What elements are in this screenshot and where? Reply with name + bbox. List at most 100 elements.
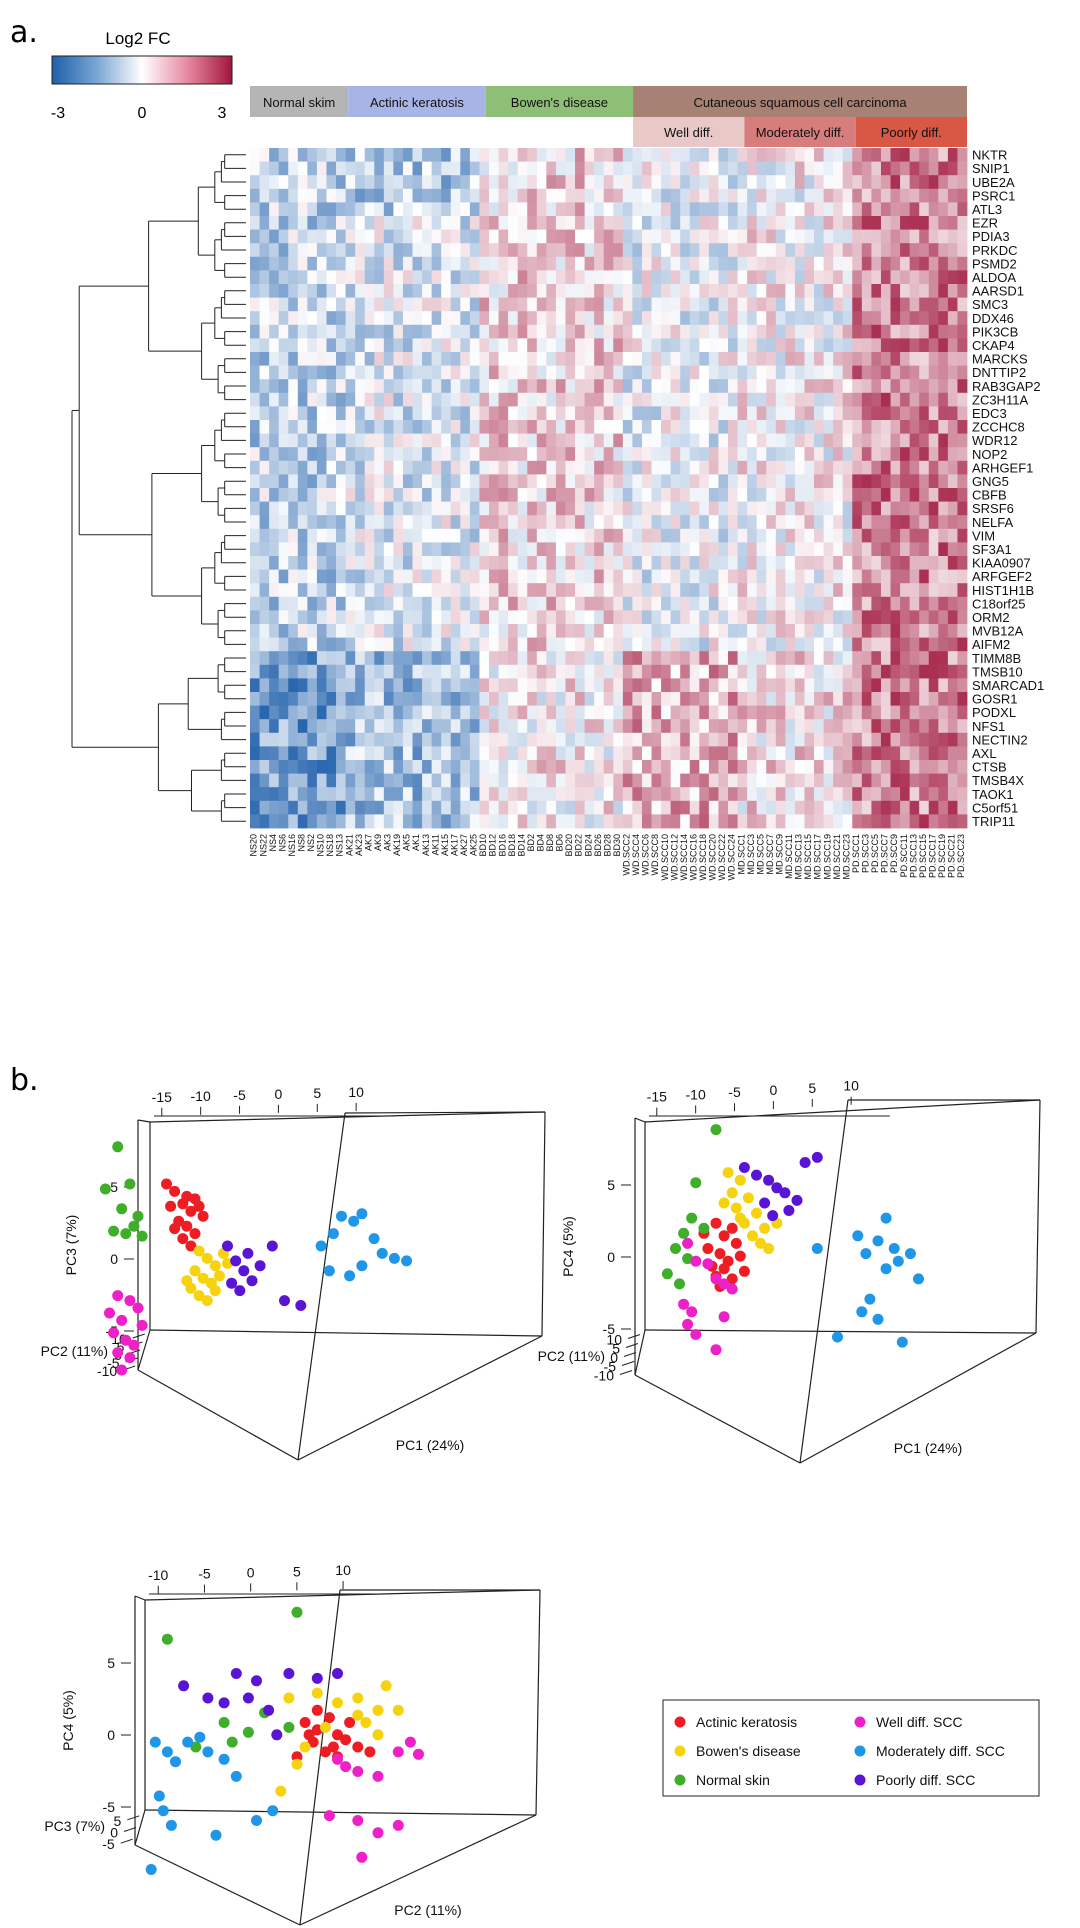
heatmap-cell — [728, 365, 738, 380]
heatmap-cell — [890, 542, 901, 557]
heatmap-cell — [919, 392, 930, 407]
heatmap-cell — [250, 148, 260, 162]
heatmap-cell — [823, 528, 834, 543]
heatmap-cell — [861, 664, 872, 679]
heatmap-cell — [450, 474, 461, 489]
heatmap-cell — [316, 773, 327, 788]
point-well-diff-scc — [136, 1319, 148, 1331]
point-moderately-diff-scc — [888, 1243, 900, 1254]
heatmap-cell — [871, 474, 882, 489]
heatmap-cell — [928, 406, 939, 421]
heatmap-cell — [670, 175, 681, 190]
heatmap-cell — [794, 610, 805, 625]
heatmap-cell — [565, 460, 576, 475]
heatmap-cell — [517, 297, 528, 312]
sample-label: BD8 — [545, 834, 555, 852]
heatmap-cell — [794, 651, 805, 666]
heatmap-cell — [307, 528, 318, 543]
heatmap-cell — [728, 229, 738, 244]
heatmap-cell — [536, 447, 547, 462]
heatmap-cell — [479, 474, 490, 489]
heatmap-cell — [622, 474, 633, 489]
heatmap-cell — [316, 270, 327, 285]
heatmap-cell — [316, 732, 327, 747]
heatmap-cell — [555, 542, 566, 557]
heatmap-cell — [613, 406, 624, 421]
heatmap-cell — [517, 202, 528, 217]
heatmap-cell — [871, 188, 882, 203]
heatmap-cell — [479, 365, 490, 380]
heatmap-cell — [326, 583, 337, 598]
heatmap-cell — [632, 515, 643, 530]
heatmap-cell — [603, 284, 614, 298]
heatmap-cell — [823, 719, 834, 734]
heatmap-cell — [517, 746, 528, 761]
heatmap-cell — [374, 256, 385, 271]
heatmap-cell — [871, 161, 882, 176]
heatmap-cell — [852, 420, 863, 434]
heatmap-cell — [823, 392, 834, 407]
heatmap-cell — [823, 161, 834, 176]
heatmap-cell — [316, 175, 327, 190]
heatmap-cell — [756, 474, 767, 489]
heatmap-cell — [336, 148, 346, 162]
heatmap-cell — [498, 474, 509, 489]
heatmap-cell — [842, 692, 853, 706]
heatmap-cell — [383, 188, 394, 203]
heatmap-cell — [336, 583, 346, 598]
heatmap-cell — [622, 420, 633, 434]
heatmap-cell — [594, 678, 605, 693]
heatmap-cell — [641, 773, 652, 788]
heatmap-cell — [269, 501, 280, 516]
heatmap-cell — [584, 365, 595, 380]
depth-tick-label: 0 — [610, 1350, 618, 1366]
heatmap-cell — [708, 379, 719, 394]
heatmap-cell — [947, 202, 958, 217]
heatmap-cell — [794, 148, 805, 162]
heatmap-cell — [871, 760, 882, 774]
heatmap-cell — [833, 175, 844, 190]
heatmap-cell — [259, 556, 270, 570]
point-bowen-s-disease — [291, 1758, 303, 1770]
point-poorly-diff-scc — [222, 1240, 233, 1252]
heatmap-cell — [680, 216, 691, 230]
heatmap-cell — [775, 175, 786, 190]
heatmap-cell — [316, 365, 327, 380]
heatmap-cell — [336, 528, 346, 543]
heatmap-cell — [575, 161, 585, 176]
heatmap-cell — [766, 460, 777, 475]
heatmap-cell — [833, 161, 844, 176]
heatmap-cell — [871, 732, 882, 747]
heatmap-cell — [326, 651, 337, 666]
heatmap-cell — [364, 664, 375, 679]
heatmap-cell — [880, 297, 891, 312]
heatmap-cell — [890, 161, 901, 176]
depth-tick-label: 10 — [606, 1332, 622, 1348]
heatmap-cell — [326, 773, 337, 788]
heatmap-cell — [737, 256, 748, 271]
heatmap-cell — [919, 460, 930, 475]
heatmap-cell — [699, 787, 710, 802]
heatmap-cell — [689, 692, 700, 706]
heatmap-cell — [842, 284, 853, 298]
y-axis-label: PC4 (5%) — [560, 1216, 576, 1277]
point-moderately-diff-scc — [344, 1270, 356, 1282]
heatmap-cell — [947, 542, 958, 557]
heatmap-cell — [708, 460, 719, 475]
heatmap-cell — [575, 270, 585, 285]
heatmap-cell — [880, 556, 891, 570]
heatmap-cell — [422, 284, 433, 298]
heatmap-cell — [766, 556, 777, 570]
heatmap-cell — [422, 515, 433, 530]
heatmap-cell — [814, 760, 824, 774]
heatmap-cell — [383, 705, 394, 720]
heatmap-cell — [900, 515, 911, 530]
legend-box — [662, 1699, 1040, 1797]
heatmap-cell — [527, 556, 538, 570]
point-moderately-diff-scc — [267, 1805, 279, 1817]
heatmap-cell — [259, 692, 270, 706]
heatmap-cell — [316, 583, 327, 598]
heatmap-cell — [546, 678, 557, 693]
heatmap-cell — [316, 637, 327, 652]
heatmap-cell — [766, 311, 777, 326]
